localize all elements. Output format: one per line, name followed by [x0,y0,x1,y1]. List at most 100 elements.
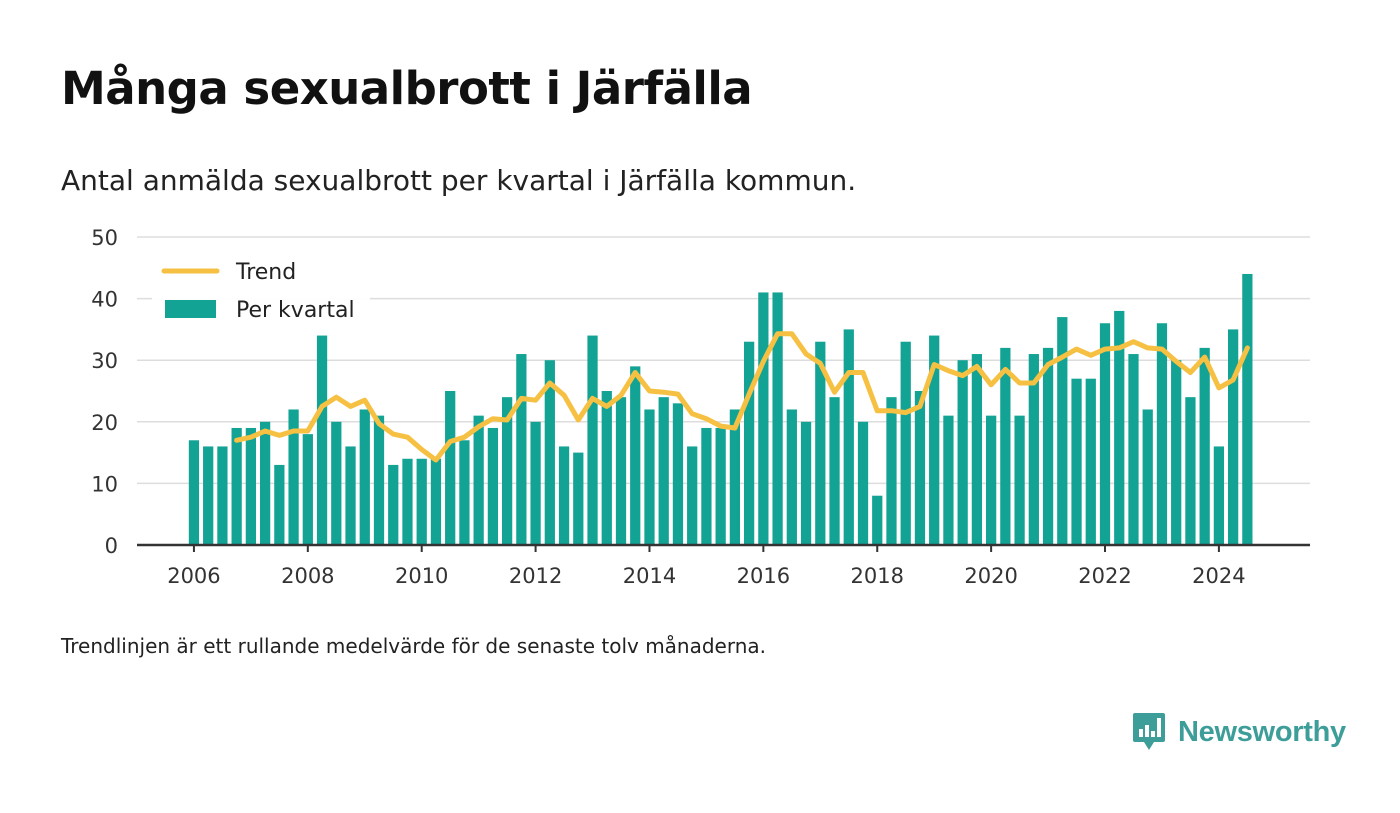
y-tick-label: 40 [91,288,118,312]
bar [1114,310,1125,545]
bar [302,434,313,545]
x-tick-label: 2010 [395,564,448,588]
bar [615,397,627,545]
bar [373,415,385,545]
footnote: Trendlinjen är ett rullande medelvärde f… [61,634,767,658]
bar [857,421,869,545]
bar [188,440,200,545]
y-tick-label: 20 [91,411,118,435]
bar [1171,360,1182,545]
page-title: Många sexualbrott i Järfälla [61,62,753,115]
chart: 0 10 20 30 40 50 2006 2008 2010 2012 2014 2016 2018… [91,226,1310,588]
bar [772,292,783,545]
bar [900,341,911,545]
bar [886,397,897,545]
bar [630,366,641,545]
bar [701,427,712,545]
bar [914,391,926,545]
bar [957,360,968,545]
bar [743,341,755,545]
bar [288,409,299,545]
legend-bar-swatch [165,300,216,318]
bar [516,354,527,545]
trend-line [234,331,1250,463]
bar [473,415,484,545]
legend: Trend Per kvartal [152,253,370,325]
bar [1000,347,1011,545]
bars [188,273,1253,545]
bar [658,397,669,545]
bar [815,341,826,545]
y-tick-label: 0 [105,534,118,558]
bar [843,329,854,545]
brand-name: Newsworthy [1178,715,1346,748]
bar [558,446,570,545]
bar [245,427,257,545]
bar [1085,378,1096,545]
y-tick-label: 10 [91,472,118,496]
x-tick-label: 2006 [167,564,220,588]
x-tick-label: 2018 [851,564,904,588]
bar [217,446,228,545]
bar [715,427,726,545]
bar [1057,317,1068,545]
bar [416,458,427,545]
bar [1156,323,1168,545]
bar [530,421,541,545]
bar [1185,397,1196,545]
bar [786,409,797,545]
bar [388,464,399,545]
x-tick-label: 2014 [623,564,676,588]
bar [829,397,840,545]
bar [501,397,513,545]
bar [1213,446,1225,545]
bar [601,391,612,545]
bar [573,452,584,545]
x-tick-label: 2020 [964,564,1017,588]
bar [402,458,413,545]
bar [1199,347,1210,545]
y-tick-label: 30 [91,349,118,373]
bar [1071,378,1082,545]
bar [971,354,983,545]
bar [872,495,883,545]
bar [1228,329,1239,545]
bar [259,421,271,545]
bar [359,409,370,545]
bar [274,464,285,545]
legend-bar-label: Per kvartal [236,298,355,323]
bar [459,440,470,545]
bar [644,409,655,545]
bar [231,427,242,545]
bar [800,421,812,545]
bar [687,446,698,545]
newsworthy-logo-icon [1133,713,1165,750]
bar [345,446,356,545]
bar [943,415,954,545]
bar [445,391,456,545]
bar [1042,347,1054,545]
bar [729,409,741,545]
bar [1014,415,1025,545]
chart-subtitle: Antal anmälda sexualbrott per kvartal i … [61,164,857,197]
trend-layer [234,331,1250,463]
x-tick-label: 2022 [1078,564,1131,588]
bar [1128,354,1139,545]
x-ticks: 2006 2008 2010 2012 2014 2016 2018 2020 2022 2024 [167,545,1246,588]
bar [1242,273,1253,545]
x-tick-label: 2012 [509,564,562,588]
bar [316,335,328,545]
x-tick-label: 2024 [1192,564,1245,588]
bar [986,415,997,545]
bar [1099,323,1111,545]
bar [587,335,598,545]
bar [929,335,940,545]
bar [758,292,769,545]
y-tick-labels: 0 10 20 30 40 50 [91,226,118,558]
x-tick-label: 2016 [737,564,790,588]
bar [430,458,442,545]
bar [203,446,214,545]
bar [487,427,499,545]
x-tick-label: 2008 [281,564,334,588]
y-tick-label: 50 [91,226,118,250]
